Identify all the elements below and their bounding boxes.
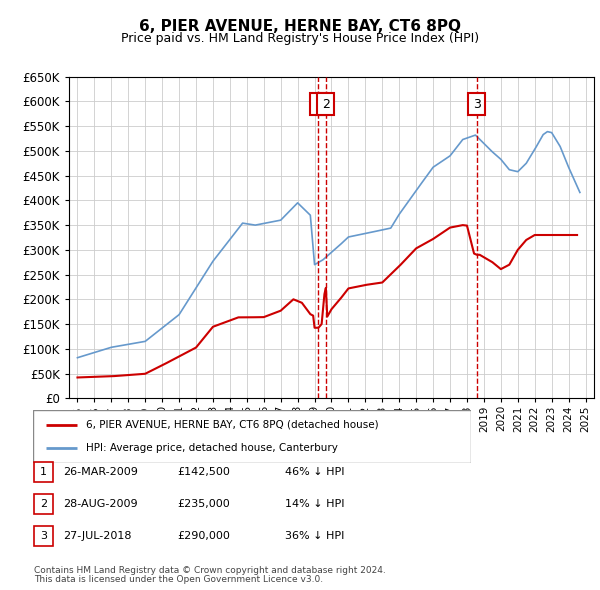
Text: 14% ↓ HPI: 14% ↓ HPI [285, 499, 344, 509]
Text: 27-JUL-2018: 27-JUL-2018 [63, 531, 131, 540]
Text: 26-MAR-2009: 26-MAR-2009 [63, 467, 138, 477]
Text: £142,500: £142,500 [177, 467, 230, 477]
Text: This data is licensed under the Open Government Licence v3.0.: This data is licensed under the Open Gov… [34, 575, 323, 584]
Text: 1: 1 [314, 97, 322, 110]
FancyBboxPatch shape [33, 410, 471, 463]
Text: 36% ↓ HPI: 36% ↓ HPI [285, 531, 344, 540]
Text: 1: 1 [40, 467, 47, 477]
Text: £290,000: £290,000 [177, 531, 230, 540]
Text: 2: 2 [40, 499, 47, 509]
Text: 2: 2 [322, 97, 329, 110]
Text: Price paid vs. HM Land Registry's House Price Index (HPI): Price paid vs. HM Land Registry's House … [121, 32, 479, 45]
Text: 3: 3 [473, 97, 481, 110]
Text: Contains HM Land Registry data © Crown copyright and database right 2024.: Contains HM Land Registry data © Crown c… [34, 566, 386, 575]
Text: HPI: Average price, detached house, Canterbury: HPI: Average price, detached house, Cant… [86, 443, 337, 453]
Text: 6, PIER AVENUE, HERNE BAY, CT6 8PQ: 6, PIER AVENUE, HERNE BAY, CT6 8PQ [139, 19, 461, 34]
Text: 46% ↓ HPI: 46% ↓ HPI [285, 467, 344, 477]
Text: 6, PIER AVENUE, HERNE BAY, CT6 8PQ (detached house): 6, PIER AVENUE, HERNE BAY, CT6 8PQ (deta… [86, 420, 378, 430]
Text: 3: 3 [40, 531, 47, 540]
Text: 28-AUG-2009: 28-AUG-2009 [63, 499, 137, 509]
Text: £235,000: £235,000 [177, 499, 230, 509]
